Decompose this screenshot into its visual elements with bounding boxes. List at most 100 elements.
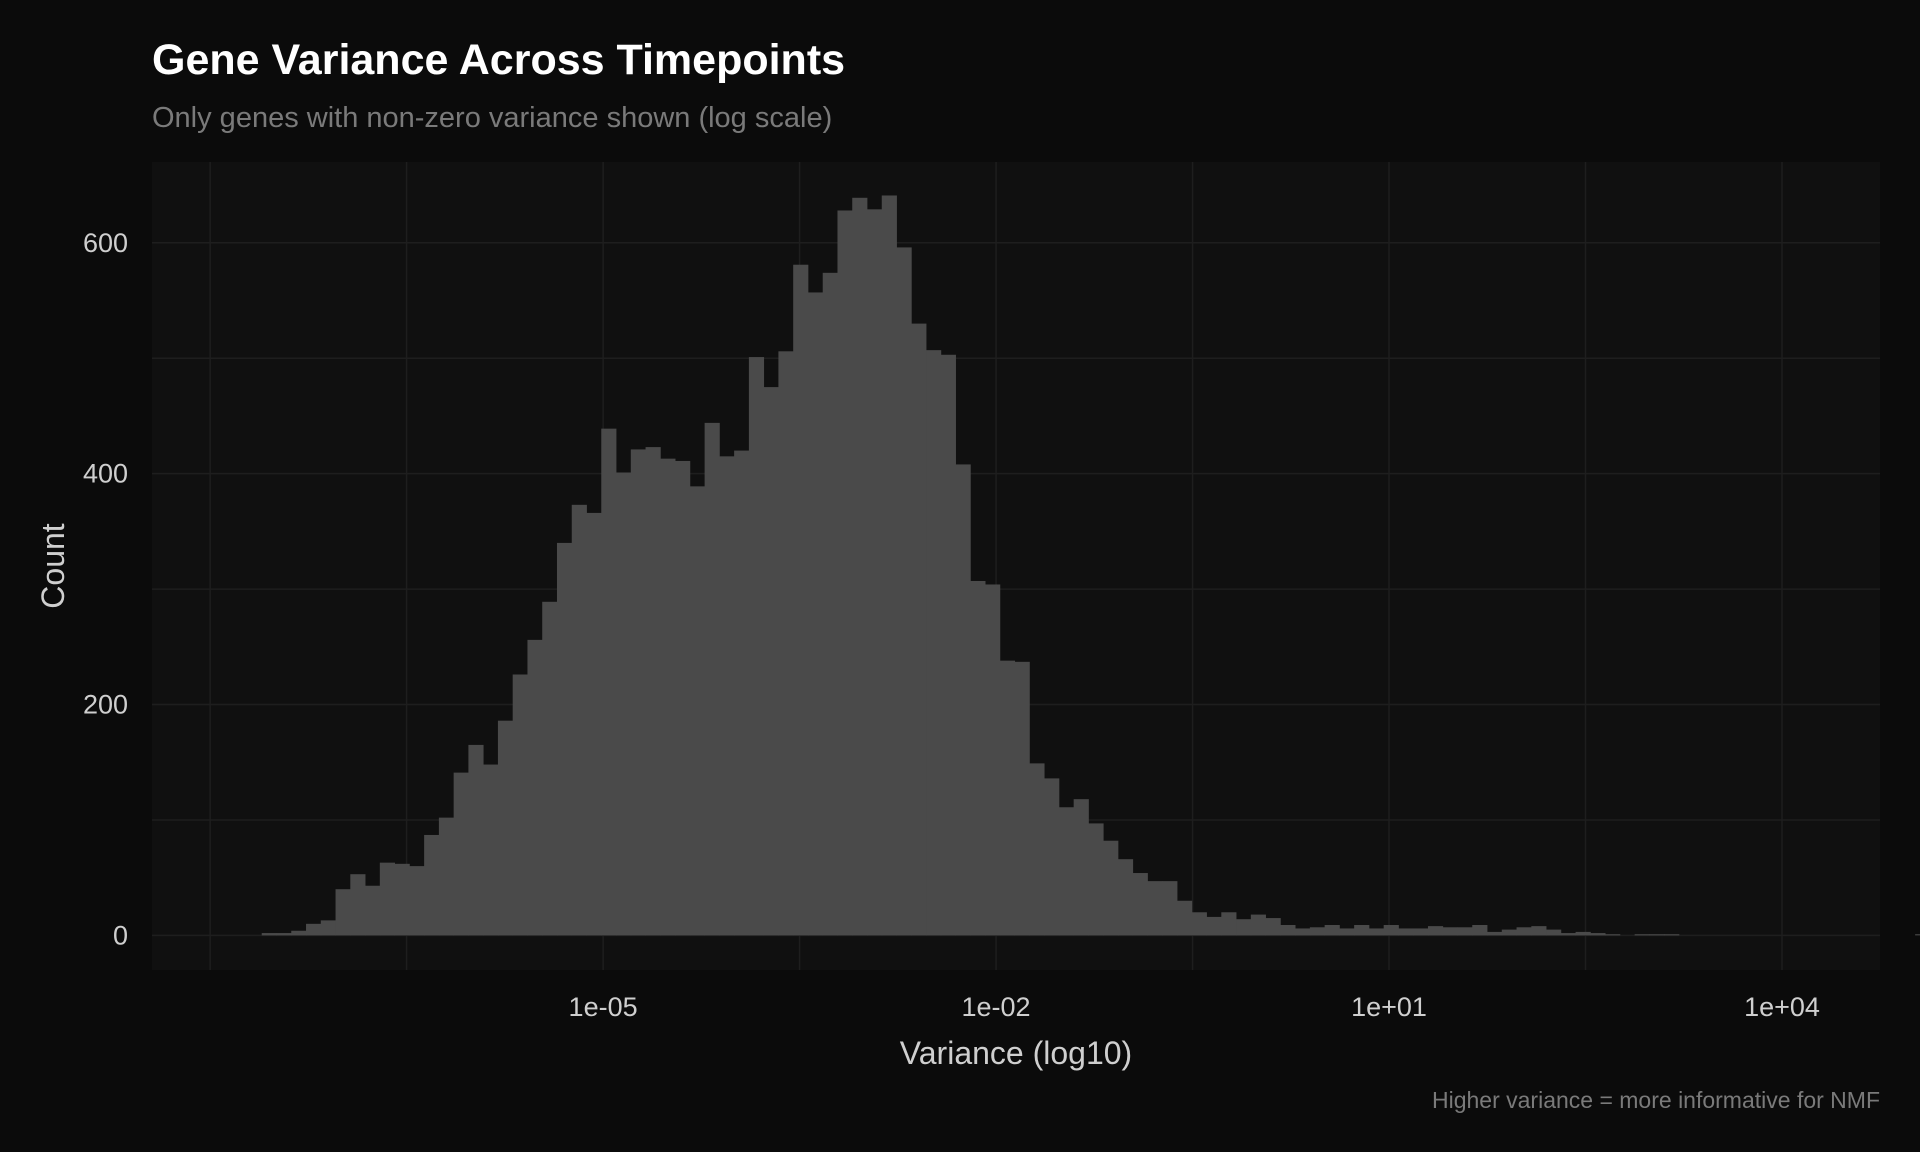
histogram-bar (1029, 763, 1045, 936)
histogram-bar (1250, 914, 1266, 936)
histogram-bar (512, 674, 528, 936)
histogram-bar (1088, 823, 1104, 936)
histogram-bar (261, 933, 277, 936)
histogram-bar (1265, 918, 1281, 936)
x-tick-label: 1e-05 (569, 992, 638, 1022)
chart-caption: Higher variance = more informative for N… (1431, 1087, 1880, 1113)
histogram-bar (365, 885, 381, 936)
histogram-bar (955, 464, 971, 936)
histogram-bar (896, 247, 912, 936)
histogram-bar (837, 210, 853, 936)
x-tick-label: 1e+04 (1744, 992, 1820, 1022)
histogram-bar (1427, 926, 1444, 936)
histogram-bar (601, 428, 617, 936)
histogram-bar (1295, 928, 1311, 936)
histogram-bar (911, 323, 927, 936)
histogram-bar (1206, 916, 1222, 936)
histogram-bar (616, 472, 632, 936)
histogram-bar (645, 447, 661, 936)
histogram-bar (335, 889, 351, 936)
histogram-bar (542, 601, 558, 936)
histogram-bar (571, 504, 587, 936)
histogram-bar (1605, 934, 1621, 936)
histogram-bar (734, 450, 750, 936)
histogram-bar (320, 920, 336, 936)
histogram-bar (453, 772, 469, 936)
histogram-bar (586, 512, 602, 936)
histogram-bar (1546, 929, 1562, 936)
x-axis-title: Variance (log10) (900, 1035, 1132, 1071)
histogram-bar (881, 195, 897, 936)
histogram-bar (276, 933, 292, 936)
histogram-bar (438, 817, 455, 936)
histogram-bar (291, 930, 307, 936)
histogram-bar (497, 720, 514, 936)
histogram-bar (763, 387, 779, 936)
histogram-bar (1472, 924, 1488, 936)
histogram-bar (1309, 927, 1326, 936)
histogram-bar (483, 764, 499, 936)
histogram-bar (793, 264, 809, 936)
y-axis-ticks: 0 200 400 600 (83, 228, 128, 951)
histogram-bar (1221, 912, 1237, 936)
histogram-bar (306, 923, 322, 936)
histogram-bar (379, 862, 395, 936)
histogram-bar (1516, 927, 1532, 936)
histogram-bar (1014, 661, 1030, 936)
histogram-bar (1132, 873, 1148, 936)
histogram-bar (1398, 928, 1414, 936)
histogram-bar (1560, 933, 1576, 936)
histogram-bar (1103, 840, 1119, 936)
histogram-bar (748, 357, 765, 936)
histogram-bar (1649, 934, 1665, 936)
histogram-bar (1368, 928, 1385, 936)
histogram-bar (1664, 934, 1680, 936)
y-tick-label: 200 (83, 690, 128, 720)
histogram-bar (1354, 924, 1370, 936)
histogram-bar (822, 272, 838, 936)
y-tick-label: 400 (83, 459, 128, 489)
histogram-bar (1442, 927, 1458, 936)
x-tick-label: 1e-02 (962, 992, 1031, 1022)
histogram-bar (468, 744, 484, 936)
histogram-bar (1383, 924, 1399, 936)
histogram-bar (999, 660, 1016, 936)
histogram-bar (1531, 926, 1547, 936)
histogram-bar (1147, 881, 1163, 936)
histogram-bar (1280, 924, 1296, 936)
histogram-bar (1501, 929, 1517, 936)
histogram-bar (409, 866, 425, 936)
histogram-bar (940, 354, 956, 936)
histogram-bars (261, 195, 1920, 936)
histogram-bar (1162, 881, 1178, 936)
histogram-bar (1324, 924, 1340, 936)
histogram-bar (1339, 928, 1355, 936)
x-tick-label: 1e+01 (1351, 992, 1427, 1022)
histogram-bar (1590, 933, 1606, 936)
histogram-bar (807, 292, 824, 936)
histogram-bar (1457, 927, 1473, 936)
histogram-bar (1191, 912, 1207, 936)
histogram-bar (778, 351, 794, 936)
histogram-bar (675, 460, 691, 936)
histogram-bar (1117, 859, 1134, 936)
histogram-bar (926, 350, 942, 936)
histogram-bar (630, 449, 646, 936)
histogram-bar (1487, 931, 1503, 936)
histogram-bar (1073, 799, 1089, 936)
histogram-bar (1413, 928, 1429, 936)
y-tick-label: 600 (83, 228, 128, 258)
histogram-bar (866, 209, 883, 936)
histogram-bar (1236, 919, 1252, 936)
histogram-bar (1058, 807, 1075, 936)
chart-subtitle: Only genes with non-zero variance shown … (152, 102, 833, 134)
histogram-bar (1634, 934, 1650, 936)
histogram-bar (1575, 931, 1591, 936)
histogram-bar (970, 581, 986, 936)
histogram-bar (350, 874, 366, 936)
histogram-bar (719, 456, 735, 936)
histogram-bar (985, 584, 1001, 936)
x-axis-ticks: 1e-05 1e-02 1e+01 1e+04 (569, 992, 1820, 1022)
histogram-bar (1044, 778, 1060, 936)
